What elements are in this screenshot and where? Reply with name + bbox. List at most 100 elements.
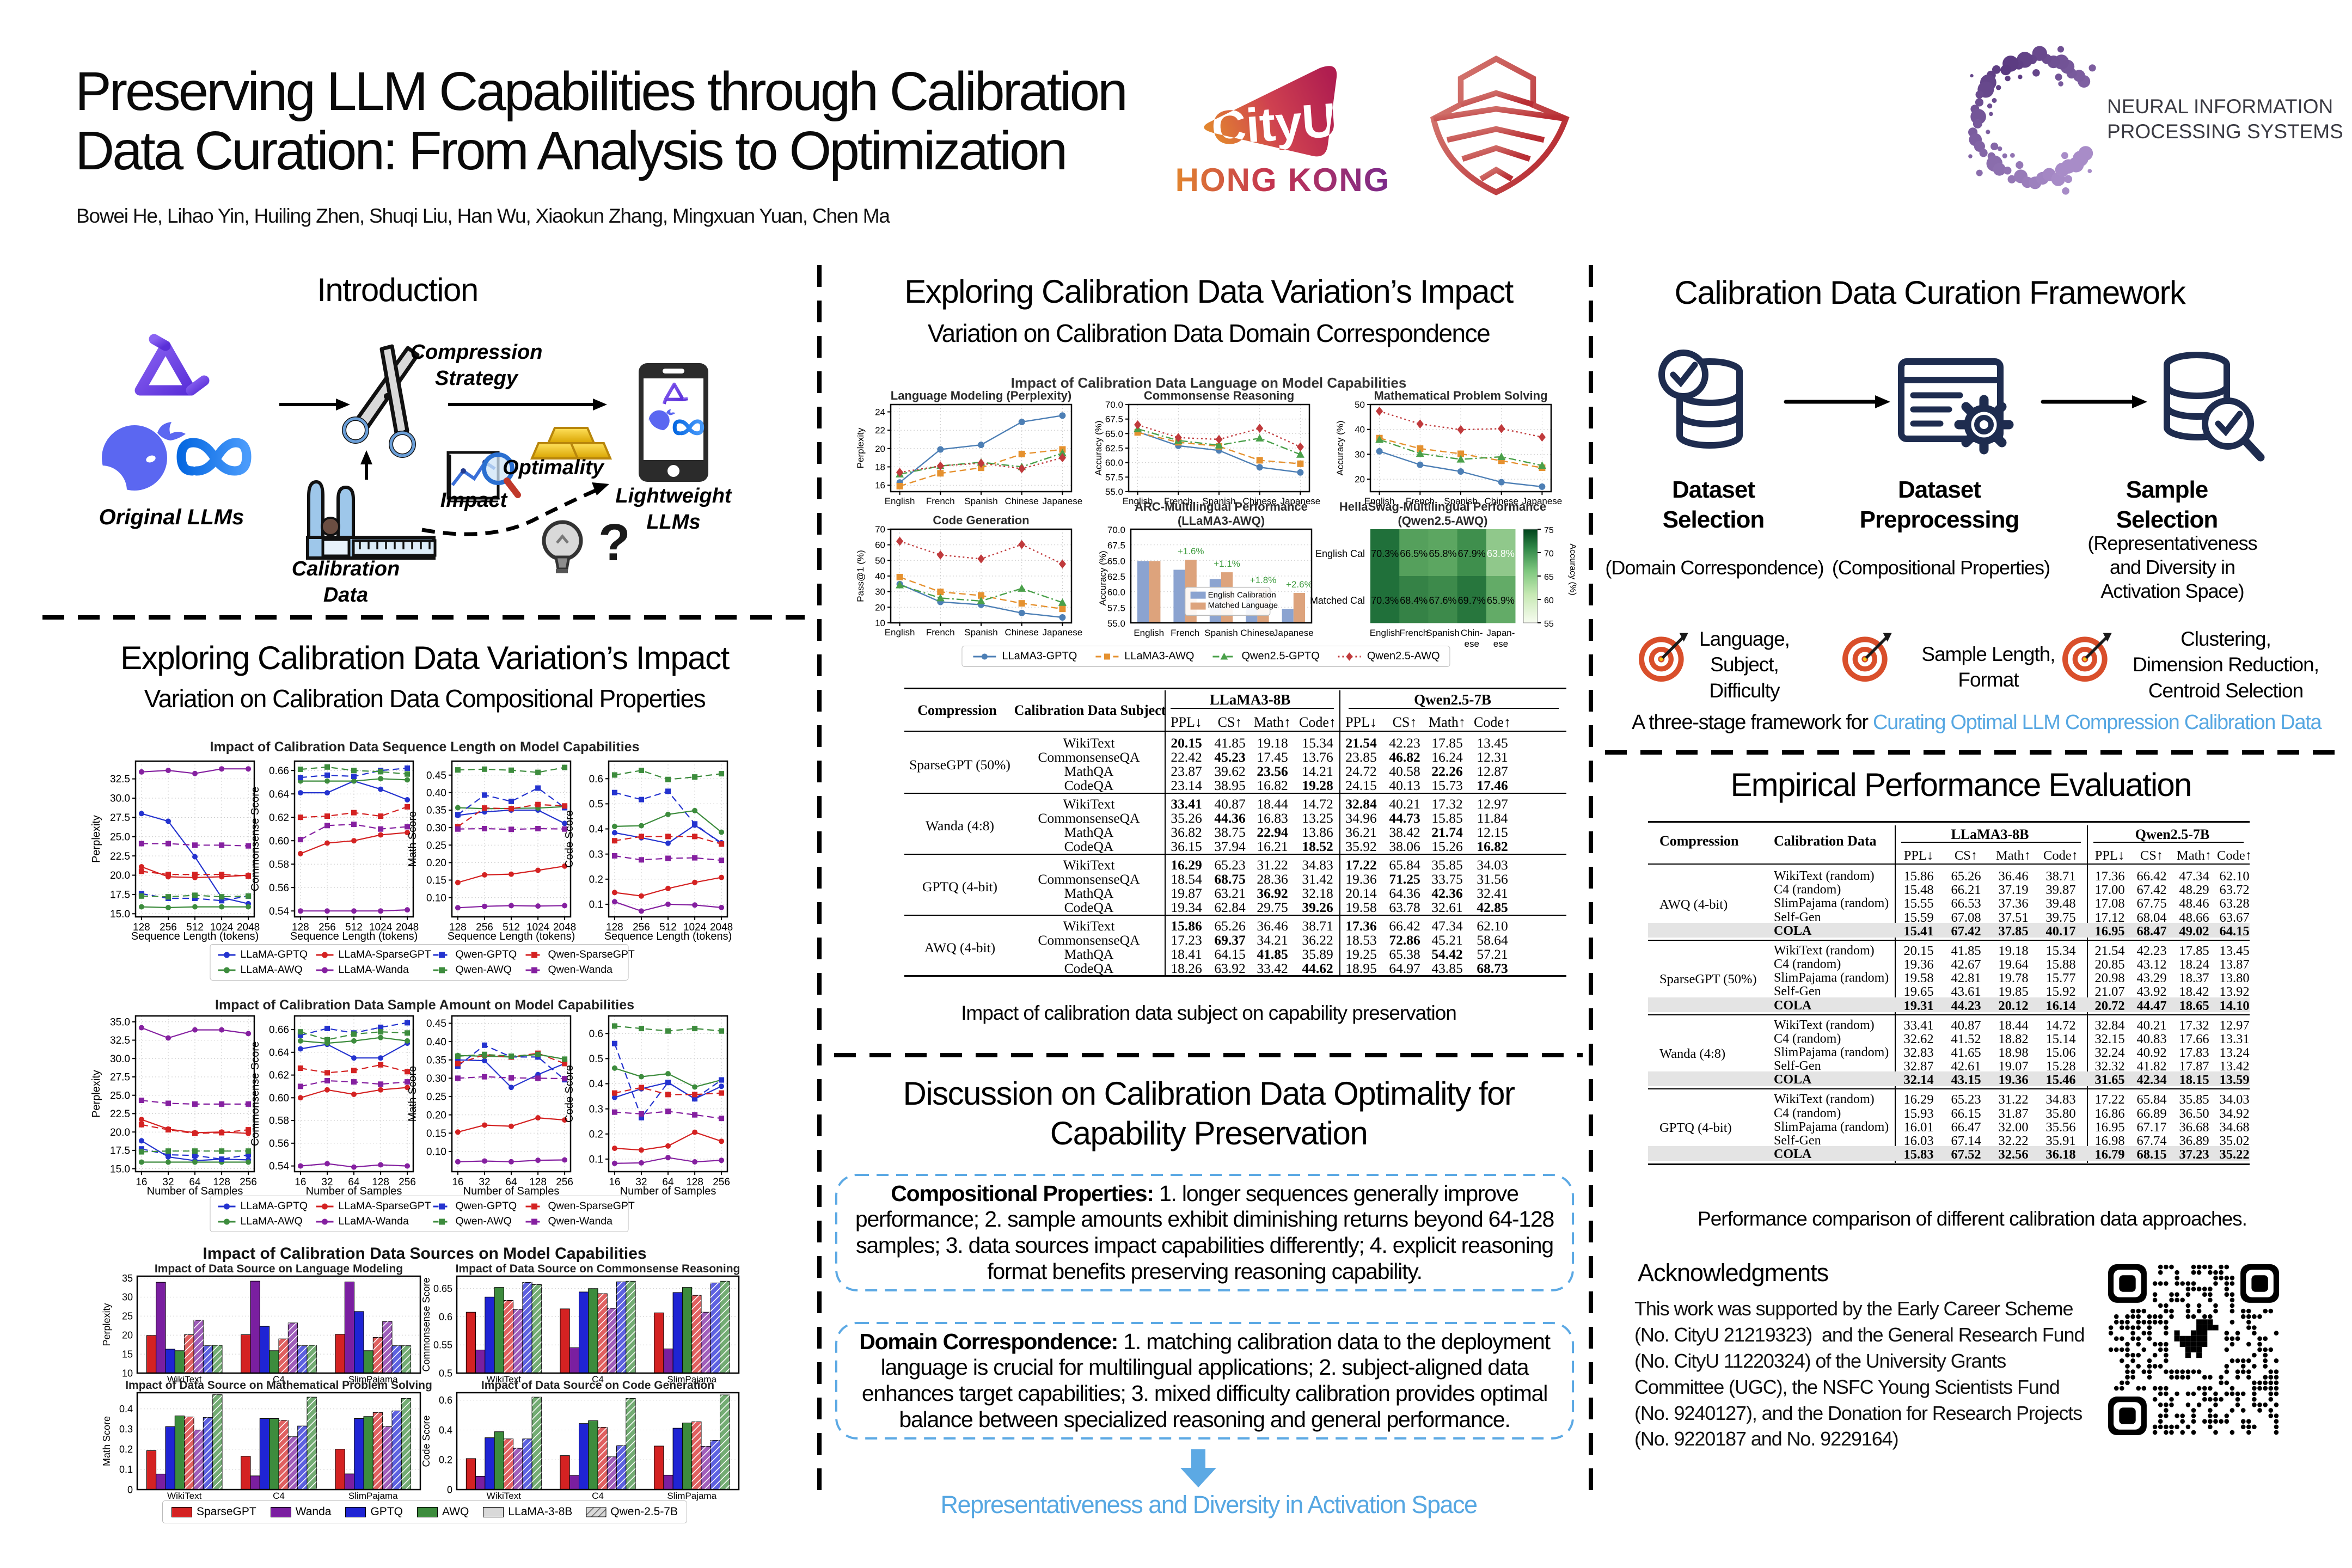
svg-text:Math Score: Math Score [101,1416,112,1466]
svg-text:70: 70 [875,524,885,535]
svg-text:18: 18 [875,462,885,473]
svg-text:ese: ese [1464,639,1479,649]
svg-text:128: 128 [686,1177,703,1188]
svg-text:0.10: 0.10 [426,1147,446,1158]
svg-text:0.56: 0.56 [269,883,289,894]
svg-text:English: English [1370,628,1400,638]
svg-text:27.5: 27.5 [110,1072,130,1083]
svg-text:ese: ese [1493,639,1508,649]
svg-text:Number of Samples: Number of Samples [147,1185,243,1197]
svg-text:0.1: 0.1 [119,1464,133,1475]
svg-text:65: 65 [1544,573,1554,582]
svg-text:0.35: 0.35 [426,805,446,817]
svg-text:Commonsense Reasoning: Commonsense Reasoning [1144,389,1294,402]
svg-text:0.62: 0.62 [269,1070,289,1081]
svg-text:Calibration: Calibration [292,558,400,580]
svg-text:15.0: 15.0 [110,1163,130,1175]
svg-text:0.45: 0.45 [426,770,446,781]
svg-text:0.30: 0.30 [426,823,446,834]
svg-text:0.4: 0.4 [439,1425,452,1436]
svg-text:Spanish: Spanish [1202,496,1235,506]
svg-text:0.10: 0.10 [426,892,446,904]
svg-text:Perplexity: Perplexity [90,1070,102,1118]
svg-text:65.0: 65.0 [1107,556,1125,566]
svg-text:NEURAL INFORMATION: NEURAL INFORMATION [2107,95,2333,118]
svg-text:27.5: 27.5 [110,812,130,824]
svg-text:20.0: 20.0 [110,870,130,881]
svg-text:+1.1%: +1.1% [1214,559,1240,569]
svg-text:0.3: 0.3 [119,1424,133,1435]
svg-text:0.6: 0.6 [589,1028,603,1040]
svg-text:30.0: 30.0 [110,793,130,805]
svg-text:60: 60 [875,540,885,550]
svg-text:55: 55 [1544,620,1554,629]
svg-text:66.5%: 66.5% [1400,548,1428,559]
svg-text:(LLaMA3-AWQ): (LLaMA3-AWQ) [1178,514,1265,528]
svg-text:32: 32 [635,1177,647,1188]
svg-text:French: French [1399,628,1428,638]
svg-text:70.3%: 70.3% [1371,595,1399,606]
svg-text:Impact of Data Source on Mathe: Impact of Data Source on Mathematical Pr… [125,1379,432,1392]
svg-text:20: 20 [122,1330,133,1341]
svg-text:0.55: 0.55 [433,1340,452,1351]
svg-text:16: 16 [295,1177,306,1188]
svg-text:10: 10 [122,1368,133,1379]
svg-text:HONG KONG: HONG KONG [1175,162,1391,198]
svg-text:35: 35 [122,1273,133,1284]
svg-text:69.7%: 69.7% [1458,595,1486,606]
svg-text:22.5: 22.5 [110,1108,130,1120]
svg-text:Japanese: Japanese [1043,627,1083,638]
svg-text:Perplexity: Perplexity [855,427,866,468]
svg-text:15: 15 [122,1349,133,1359]
svg-text:0.58: 0.58 [269,1116,289,1127]
svg-text:Compression: Compression [411,341,543,364]
svg-text:24: 24 [875,407,885,417]
svg-text:0.2: 0.2 [119,1444,133,1455]
svg-text:25.0: 25.0 [110,1090,130,1101]
svg-text:0.5: 0.5 [439,1368,452,1379]
svg-text:512: 512 [659,922,677,933]
svg-text:2048: 2048 [553,922,576,933]
svg-text:0.2: 0.2 [439,1455,452,1466]
svg-text:English Cal: English Cal [1315,548,1365,559]
svg-text:0.2: 0.2 [589,874,603,886]
svg-text:PROCESSING SYSTEMS: PROCESSING SYSTEMS [2107,120,2343,143]
svg-text:2048: 2048 [710,922,733,933]
svg-text:0.1: 0.1 [589,899,603,911]
svg-text:67.9%: 67.9% [1458,548,1486,559]
svg-text:67.5: 67.5 [1105,414,1123,425]
svg-text:Japanese: Japanese [1522,496,1563,506]
svg-text:0.15: 0.15 [426,1128,446,1140]
svg-text:Commonsense Score: Commonsense Score [249,787,261,891]
svg-text:512: 512 [345,922,363,933]
svg-text:ARC-Multilingual Performance: ARC-Multilingual Performance [1135,500,1308,513]
svg-text:C4: C4 [592,1491,604,1501]
svg-text:128: 128 [292,922,309,933]
svg-text:70.0: 70.0 [1107,525,1125,535]
svg-text:C4: C4 [273,1491,285,1501]
svg-text:30: 30 [122,1292,133,1303]
svg-text:English: English [1123,496,1153,506]
svg-text:Code Score: Code Score [421,1415,432,1467]
svg-text:0.40: 0.40 [426,788,446,799]
svg-text:Language Modeling (Perplexity): Language Modeling (Perplexity) [891,389,1071,402]
svg-text:Sequence Length (tokens): Sequence Length (tokens) [604,930,732,942]
svg-text:2048: 2048 [237,922,260,933]
svg-text:25: 25 [122,1311,133,1322]
svg-text:0.4: 0.4 [119,1404,133,1414]
svg-text:LLMs: LLMs [646,511,700,534]
svg-text:Chinese: Chinese [1005,627,1039,638]
svg-text:Spanish: Spanish [1444,496,1477,506]
svg-text:C4: C4 [273,1374,285,1385]
svg-text:64: 64 [189,1177,201,1188]
svg-text:Original LLMs: Original LLMs [99,505,244,529]
svg-text:0.6: 0.6 [439,1312,452,1322]
svg-text:20: 20 [875,602,885,612]
svg-text:WikiText: WikiText [487,1491,522,1501]
svg-text:Chinese: Chinese [1240,628,1274,638]
svg-text:Number of Samples: Number of Samples [620,1185,716,1197]
svg-text:0.6: 0.6 [589,774,603,785]
svg-text:0.66: 0.66 [269,765,289,777]
svg-text:Japanese: Japanese [1043,496,1083,506]
svg-text:Chin-: Chin- [1461,628,1483,638]
